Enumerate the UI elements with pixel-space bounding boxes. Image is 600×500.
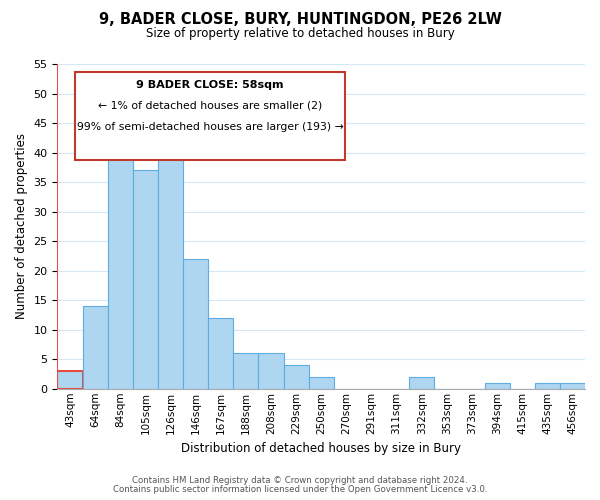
- Bar: [133, 170, 158, 389]
- X-axis label: Distribution of detached houses by size in Bury: Distribution of detached houses by size …: [181, 442, 461, 455]
- Bar: [560, 383, 585, 389]
- Text: 9 BADER CLOSE: 58sqm: 9 BADER CLOSE: 58sqm: [136, 80, 284, 90]
- Bar: [83, 306, 107, 389]
- Bar: [58, 371, 83, 389]
- Y-axis label: Number of detached properties: Number of detached properties: [15, 134, 28, 320]
- Bar: [535, 383, 560, 389]
- Bar: [485, 383, 509, 389]
- Bar: [308, 377, 334, 389]
- Bar: [158, 152, 183, 389]
- Bar: [208, 318, 233, 389]
- Bar: [259, 354, 284, 389]
- Text: 9, BADER CLOSE, BURY, HUNTINGDON, PE26 2LW: 9, BADER CLOSE, BURY, HUNTINGDON, PE26 2…: [98, 12, 502, 28]
- Bar: [233, 354, 259, 389]
- Text: ← 1% of detached houses are smaller (2): ← 1% of detached houses are smaller (2): [98, 101, 322, 111]
- Bar: [409, 377, 434, 389]
- Bar: [107, 117, 133, 389]
- Text: Size of property relative to detached houses in Bury: Size of property relative to detached ho…: [146, 28, 454, 40]
- Text: Contains HM Land Registry data © Crown copyright and database right 2024.: Contains HM Land Registry data © Crown c…: [132, 476, 468, 485]
- Bar: [284, 365, 308, 389]
- Bar: [183, 259, 208, 389]
- Text: 99% of semi-detached houses are larger (193) →: 99% of semi-detached houses are larger (…: [77, 122, 343, 132]
- Text: Contains public sector information licensed under the Open Government Licence v3: Contains public sector information licen…: [113, 485, 487, 494]
